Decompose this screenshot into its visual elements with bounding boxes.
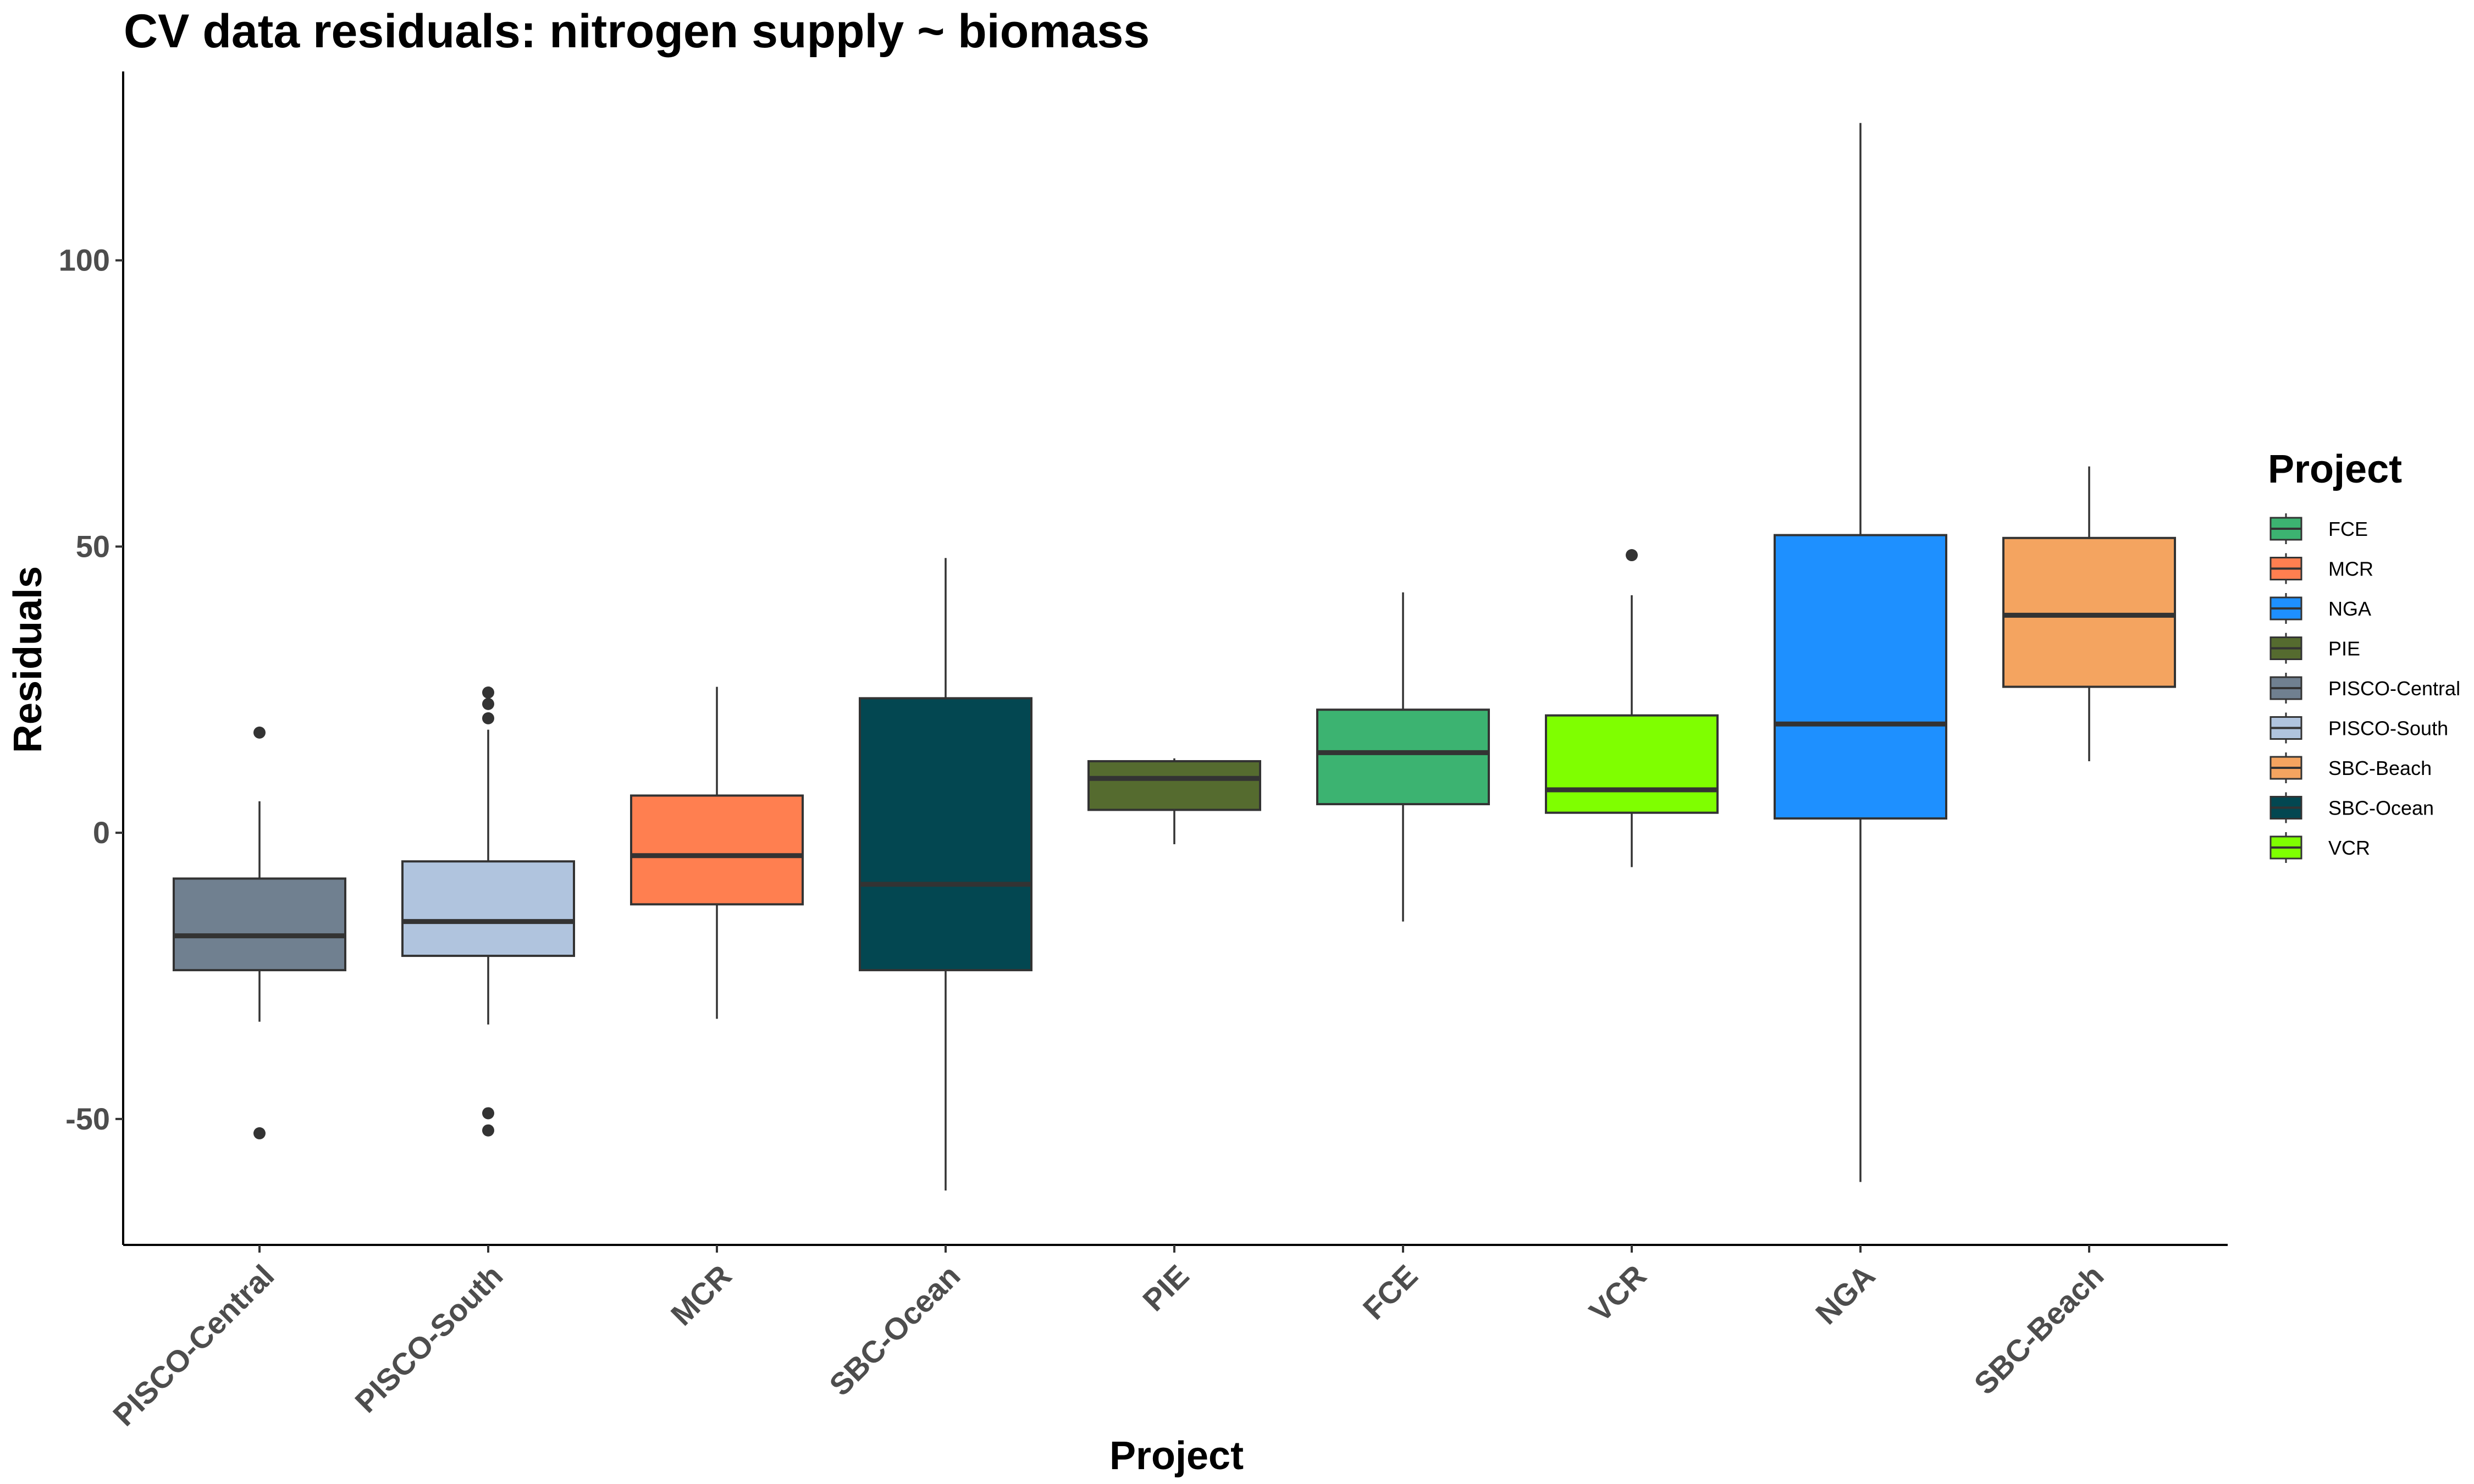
legend-label: PISCO-South	[2328, 717, 2448, 740]
box-rect	[1545, 714, 1719, 814]
legend-label: FCE	[2328, 518, 2368, 540]
x-tick-label: SBC-Ocean	[822, 1258, 967, 1402]
x-tick-label: VCR	[1582, 1258, 1653, 1328]
chart-title: CV data residuals: nitrogen supply ~ bio…	[124, 5, 1150, 58]
legend-item-sbc-beach: SBC-Beach	[2269, 752, 2432, 783]
legend-item-pisco-central: PISCO-Central	[2269, 673, 2460, 704]
x-tick-label: FCE	[1356, 1258, 1424, 1326]
box-rect	[1087, 760, 1261, 811]
y-tick-label: 50	[76, 529, 110, 563]
y-axis-title: Residuals	[6, 566, 50, 753]
box-rect	[859, 697, 1032, 972]
box-rect	[2002, 536, 2176, 688]
legend-item-mcr: MCR	[2269, 553, 2373, 584]
y-axis: -50 0 50 100	[59, 71, 124, 1245]
box-pisco-south	[401, 686, 575, 1137]
x-tick-label: NGA	[1809, 1258, 1882, 1331]
box-rect	[1774, 534, 1947, 820]
y-tick-label: 0	[93, 815, 110, 850]
legend-item-fce: FCE	[2269, 513, 2368, 544]
legend-label: VCR	[2328, 837, 2370, 859]
box-sbc-beach	[2002, 466, 2176, 761]
outlier-point	[482, 1124, 494, 1137]
legend-item-pie: PIE	[2269, 633, 2360, 664]
box-pisco-central	[173, 726, 346, 1139]
y-tick-label: 100	[59, 243, 110, 278]
box-rect	[630, 794, 804, 906]
outlier-point	[482, 686, 494, 699]
legend-item-sbc-ocean: SBC-Ocean	[2269, 792, 2434, 823]
legend-label: SBC-Beach	[2328, 757, 2432, 779]
plot-area	[173, 123, 2176, 1191]
box-vcr	[1545, 549, 1719, 867]
legend-item-pisco-south: PISCO-South	[2269, 712, 2448, 744]
x-axis: PISCO-Central PISCO-South MCR SBC-Ocean PIE F…	[106, 1244, 2228, 1432]
outlier-point	[482, 1107, 494, 1120]
legend-label: NGA	[2328, 597, 2371, 620]
outlier-point	[482, 712, 494, 724]
legend-item-nga: NGA	[2269, 593, 2371, 624]
legend-label: SBC-Ocean	[2328, 797, 2434, 819]
box-rect	[1316, 708, 1490, 806]
outlier-point	[482, 697, 494, 710]
legend-title: Project	[2268, 447, 2402, 491]
outlier-point	[253, 1127, 266, 1139]
outlier-point	[253, 726, 266, 739]
legend-label: PISCO-Central	[2328, 677, 2460, 700]
x-tick-label: PIE	[1136, 1258, 1195, 1317]
legend-item-vcr: VCR	[2269, 832, 2370, 863]
box-fce	[1316, 592, 1490, 922]
box-sbc-ocean	[859, 558, 1032, 1191]
x-tick-label: MCR	[664, 1258, 738, 1332]
x-tick-label: PISCO-South	[348, 1258, 509, 1419]
x-tick-label: SBC-Beach	[1967, 1258, 2110, 1401]
x-tick-label: PISCO-Central	[106, 1258, 280, 1432]
box-rect	[401, 860, 575, 957]
box-pie	[1087, 758, 1261, 844]
box-nga	[1774, 123, 1947, 1182]
y-tick-label: -50	[65, 1101, 110, 1136]
x-axis-title: Project	[1109, 1434, 1244, 1478]
legend: Project FCE MCR NGA PIE PISCO-Central PISCO-S…	[2268, 447, 2460, 863]
outlier-point	[1626, 549, 1638, 562]
legend-label: PIE	[2328, 638, 2360, 660]
legend-label: MCR	[2328, 558, 2373, 580]
box-rect	[173, 877, 346, 972]
box-mcr	[630, 686, 804, 1019]
